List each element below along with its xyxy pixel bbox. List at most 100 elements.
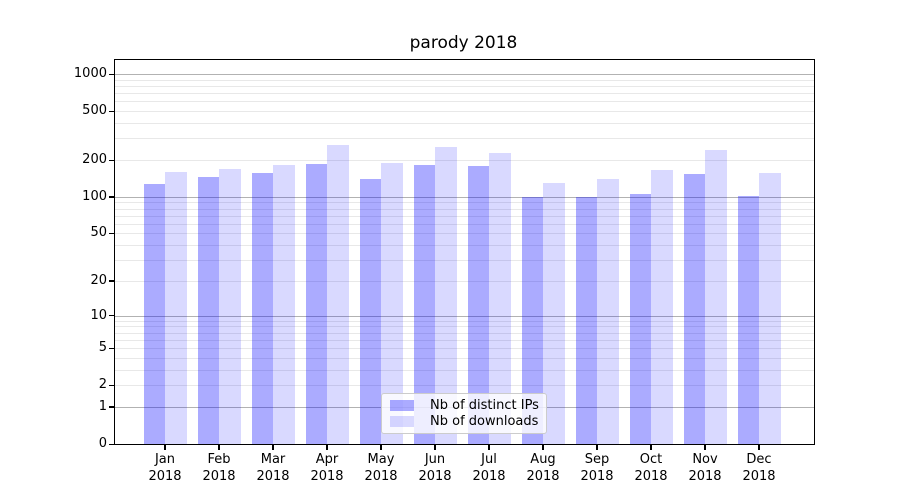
legend-swatch-downloads-icon — [390, 416, 414, 428]
y-gridline-minor — [115, 260, 814, 262]
bar-downloads-dec — [759, 172, 781, 444]
bar-downloads-apr — [327, 144, 349, 444]
bar-distinct-ips-jan — [143, 183, 165, 444]
bar-distinct-ips-jun — [413, 165, 435, 444]
bar-distinct-ips-dec — [737, 195, 759, 444]
x-tick-month: May — [367, 452, 395, 467]
x-tick-year: 2018 — [310, 469, 344, 484]
y-tick-label: 100 — [82, 188, 107, 204]
x-tick-label: Jan 2018 — [137, 451, 193, 485]
x-tick-year: 2018 — [148, 469, 182, 484]
y-gridline-minor — [115, 280, 814, 282]
legend-label-downloads: Nb of downloads — [430, 414, 539, 430]
x-tick-mark — [164, 444, 166, 450]
x-tick-month: Feb — [207, 452, 231, 467]
x-tick-label: Mar 2018 — [245, 451, 301, 485]
y-gridline-minor — [115, 233, 814, 235]
legend-row-distinct-ips: Nb of distinct IPs — [390, 397, 539, 413]
y-gridline-minor — [115, 111, 814, 113]
y-gridline-minor — [115, 202, 814, 204]
y-tick-label: 2 — [98, 377, 107, 393]
y-tick-mark — [109, 315, 114, 317]
legend-label-distinct-ips: Nb of distinct IPs — [430, 397, 539, 413]
y-gridline-minor — [115, 85, 814, 87]
x-tick-mark — [758, 444, 760, 450]
x-tick-month: Nov — [692, 452, 718, 467]
bar-distinct-ips-mar — [251, 172, 273, 444]
x-tick-year: 2018 — [364, 469, 398, 484]
y-gridline-minor — [115, 332, 814, 334]
y-gridline-minor — [115, 369, 814, 371]
x-tick-label: Dec 2018 — [731, 451, 787, 485]
x-tick-label: Jul 2018 — [461, 451, 517, 485]
y-tick-label: 200 — [82, 152, 107, 167]
y-tick-label: 500 — [82, 103, 107, 119]
x-tick-label: Apr 2018 — [299, 451, 355, 485]
y-gridline-minor — [115, 93, 814, 95]
y-gridline-major — [115, 74, 814, 76]
x-tick-mark — [542, 444, 544, 450]
x-tick-mark — [272, 444, 274, 450]
x-tick-mark — [380, 444, 382, 450]
bar-downloads-mar — [273, 165, 295, 444]
x-tick-year: 2018 — [418, 469, 452, 484]
x-tick-year: 2018 — [256, 469, 290, 484]
y-gridline-major — [115, 196, 814, 198]
x-tick-mark — [218, 444, 220, 450]
bar-distinct-ips-nov — [683, 173, 705, 444]
x-tick-label: Sep 2018 — [569, 451, 625, 485]
bar-downloads-jan — [165, 171, 187, 444]
x-tick-year: 2018 — [580, 469, 614, 484]
x-tick-month: Jul — [481, 452, 497, 467]
y-tick-label: 50 — [90, 225, 107, 241]
chart-title: parody 2018 — [409, 33, 518, 53]
x-tick-mark — [434, 444, 436, 450]
y-tick-label: 10 — [90, 307, 107, 323]
x-tick-year: 2018 — [472, 469, 506, 484]
y-tick-label: 5 — [98, 340, 107, 356]
y-gridline-minor — [115, 101, 814, 103]
x-tick-label: May 2018 — [353, 451, 409, 485]
bar-distinct-ips-may — [359, 178, 381, 444]
bar-distinct-ips-apr — [305, 163, 327, 444]
bar-downloads-may — [381, 162, 403, 444]
y-gridline-minor — [115, 348, 814, 350]
legend-swatch-distinct-ips-icon — [390, 399, 414, 411]
x-tick-month: Jun — [424, 452, 446, 467]
x-tick-year: 2018 — [688, 469, 722, 484]
x-tick-month: Oct — [639, 452, 663, 467]
x-tick-mark — [596, 444, 598, 450]
x-tick-mark — [326, 444, 328, 450]
y-tick-mark — [109, 110, 114, 112]
bar-distinct-ips-jul — [467, 165, 489, 444]
y-gridline-minor — [115, 123, 814, 125]
y-tick-mark — [109, 384, 114, 386]
y-tick-mark — [109, 347, 114, 349]
y-gridline-minor — [115, 385, 814, 387]
x-tick-month: Dec — [746, 452, 772, 467]
x-tick-month: Sep — [584, 452, 610, 467]
y-gridline-minor — [115, 160, 814, 161]
x-tick-year: 2018 — [742, 469, 776, 484]
x-tick-month: Apr — [315, 452, 339, 467]
x-tick-label: Feb 2018 — [191, 451, 247, 485]
plot-area: 0 1 2 5 10 20 50 100 200 500 1000 Jan 2018 Feb 2018 Mar… — [74, 59, 815, 484]
x-tick-mark — [650, 444, 652, 450]
y-tick-mark — [109, 196, 114, 198]
y-tick-mark — [109, 280, 114, 282]
y-gridline-major — [115, 315, 814, 317]
bar-downloads-sep — [597, 178, 619, 444]
bar-downloads-feb — [219, 169, 241, 444]
bar-downloads-jul — [489, 152, 511, 444]
bar-distinct-ips-aug — [521, 196, 543, 444]
bar-distinct-ips-feb — [197, 177, 219, 444]
x-tick-month: Aug — [530, 452, 556, 467]
y-gridline-minor — [115, 245, 814, 247]
y-tick-mark — [109, 443, 114, 445]
y-gridline-minor — [115, 215, 814, 217]
y-tick-mark — [109, 159, 114, 161]
y-gridline-minor — [115, 223, 814, 225]
bar-distinct-ips-sep — [575, 196, 597, 444]
y-tick-mark — [109, 73, 114, 75]
